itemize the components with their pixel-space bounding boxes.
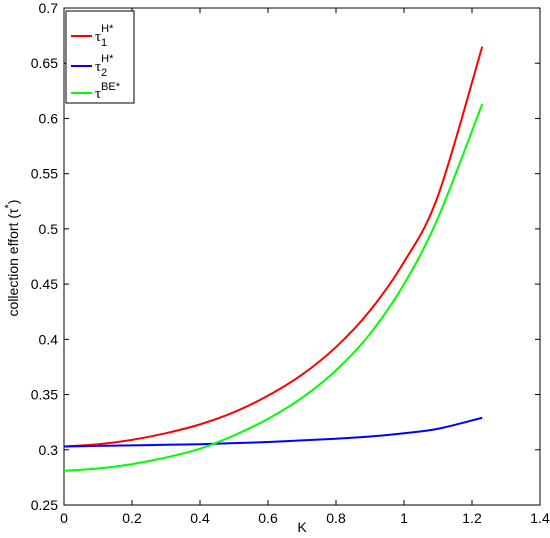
x-tick-label: 1 <box>400 510 408 526</box>
x-tick-label: 0.4 <box>190 510 210 526</box>
legend: τ1H* τ2H* τBE* <box>65 10 135 104</box>
x-tick-label: 1.4 <box>530 510 550 526</box>
legend-entry-label: τBE* <box>95 81 121 102</box>
y-axis-label-sup: * <box>3 203 15 208</box>
y-tick-label: 0.65 <box>31 55 58 71</box>
y-tick-label: 0.45 <box>31 276 58 292</box>
y-axis-label: collection effort (τ*) <box>3 200 21 317</box>
x-tick-label: 0 <box>60 510 68 526</box>
legend-entry-label: τ2H* <box>95 53 114 79</box>
y-axis-label-main: collection effort (τ <box>5 208 21 316</box>
y-tick-label: 0.3 <box>39 442 59 458</box>
x-tick-label: 0.6 <box>258 510 278 526</box>
y-tick-label: 0.55 <box>31 166 58 182</box>
plot-frame <box>63 7 541 506</box>
ticks-layer: 0 0.2 0.4 0.6 0.8 1 1.2 1.4 0.25 0.3 0.35 0.4 0.45 0.… <box>31 0 550 526</box>
y-tick-label: 0.5 <box>39 221 59 237</box>
x-tick-label: 0.8 <box>326 510 346 526</box>
series-tau-be-line <box>63 103 484 472</box>
y-tick-label: 0.25 <box>31 497 58 513</box>
y-tick-label: 0.6 <box>39 110 59 126</box>
x-tick-label: 1.2 <box>462 510 482 526</box>
series-tau1-h-line <box>63 46 484 448</box>
x-axis-label: K <box>297 519 307 535</box>
y-tick-label: 0.4 <box>39 331 59 347</box>
series-layer <box>63 46 484 472</box>
y-axis-label-end: ) <box>5 200 21 205</box>
y-tick-label: 0.7 <box>39 0 59 16</box>
x-tick-label: 0.2 <box>122 510 142 526</box>
y-tick-label: 0.35 <box>31 387 58 403</box>
legend-box <box>65 10 135 104</box>
legend-entry-label: τ1H* <box>95 23 114 49</box>
series-tau2-h-line <box>63 416 483 448</box>
plot-area <box>63 7 541 506</box>
